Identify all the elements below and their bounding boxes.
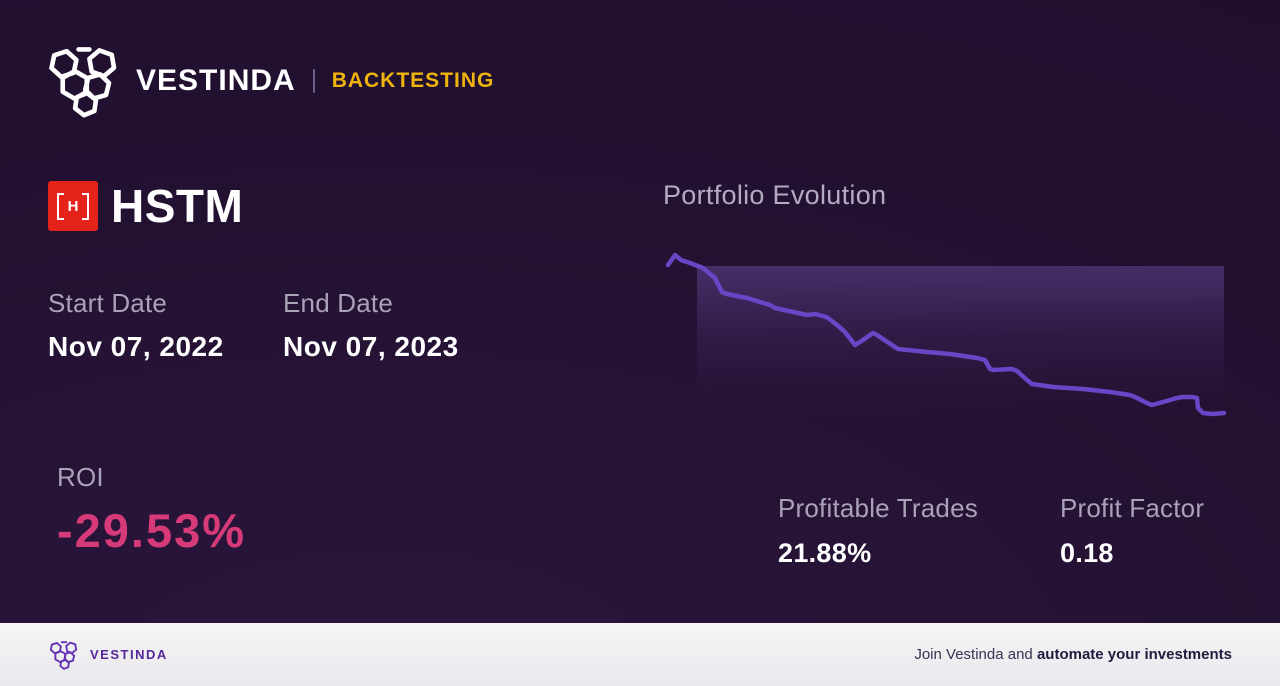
start-date-block: Start Date Nov 07, 2022 — [48, 288, 224, 363]
footer-brand-group: VESTINDA — [48, 640, 168, 670]
footer: VESTINDA Join Vestinda and automate your… — [0, 623, 1280, 686]
profit-factor-value: 0.18 — [1060, 538, 1114, 568]
start-date-value: Nov 07, 2022 — [48, 331, 224, 362]
asset-icon-letter: H — [67, 197, 79, 215]
profit-factor-label: Profit Factor — [1060, 493, 1205, 523]
asset-icon: H — [48, 181, 98, 231]
bracket-right-icon — [82, 192, 90, 220]
portfolio-evolution-chart — [665, 252, 1227, 418]
portfolio-line — [665, 252, 1227, 417]
footer-brand-name: VESTINDA — [90, 647, 168, 662]
roi-label: ROI — [57, 462, 104, 492]
chart-fill-area — [697, 266, 1224, 418]
end-date-label: End Date — [283, 288, 394, 318]
asset-header: H HSTM — [48, 179, 243, 233]
roi-value: -29.53% — [57, 504, 247, 557]
profitable-trades-value: 21.88% — [778, 538, 872, 568]
profitable-trades-block: Profitable Trades 21.88% — [778, 493, 978, 569]
footer-tagline-bold: automate your investments — [1036, 646, 1232, 663]
backtest-card: VESTINDA BACKTESTING H HSTM Start Date N… — [0, 0, 1280, 623]
vestinda-logo-icon-footer — [48, 640, 80, 670]
profit-factor-block: Profit Factor 0.18 — [1060, 493, 1204, 569]
footer-tagline-regular: Join Vestinda and — [914, 646, 1037, 663]
end-date-value: Nov 07, 2023 — [283, 331, 459, 362]
roi-block: ROI -29.53% — [57, 462, 246, 558]
start-date-label: Start Date — [48, 288, 168, 318]
vestinda-logo-icon — [45, 44, 123, 118]
profitable-trades-label: Profitable Trades — [778, 493, 978, 523]
bracket-left-icon — [56, 192, 64, 220]
end-date-block: End Date Nov 07, 2023 — [283, 288, 459, 363]
backtesting-badge: BACKTESTING — [331, 69, 495, 92]
divider — [312, 69, 315, 93]
brand-name: VESTINDA — [136, 64, 296, 97]
chart-title: Portfolio Evolution — [663, 180, 887, 210]
brand-header: VESTINDA BACKTESTING — [45, 44, 494, 118]
asset-symbol: HSTM — [111, 180, 244, 232]
footer-tagline: Join Vestinda and automate your investme… — [914, 646, 1232, 663]
